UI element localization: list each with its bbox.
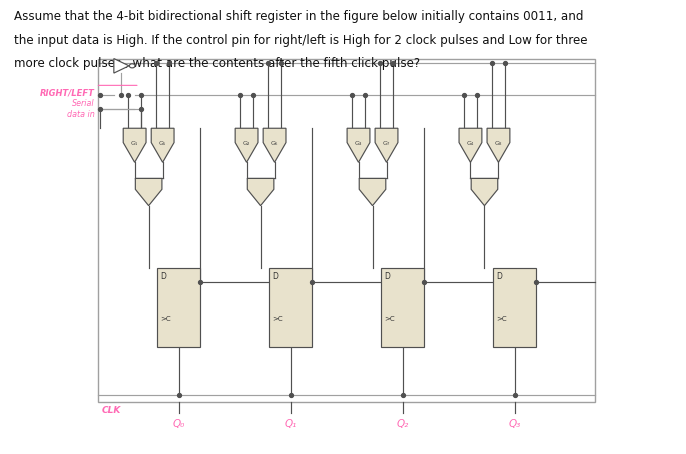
Text: Q₁: Q₁ <box>285 419 297 429</box>
Polygon shape <box>151 128 174 162</box>
Polygon shape <box>347 128 370 162</box>
Text: D: D <box>497 272 502 281</box>
Circle shape <box>130 64 135 68</box>
Text: CLK: CLK <box>102 406 121 415</box>
Text: Q₂: Q₂ <box>397 419 409 429</box>
Text: G₆: G₆ <box>271 141 279 146</box>
Text: G₃: G₃ <box>355 141 362 146</box>
Text: RIGHT/LEFT: RIGHT/LEFT <box>40 89 95 98</box>
Polygon shape <box>375 128 398 162</box>
Text: D: D <box>161 272 167 281</box>
Text: the input data is High. If the control pin for right/left is High for 2 clock pu: the input data is High. If the control p… <box>14 34 587 47</box>
Text: G₅: G₅ <box>159 141 166 146</box>
Text: >C: >C <box>160 316 171 322</box>
Text: G₁: G₁ <box>131 141 139 146</box>
Text: Serial
data in: Serial data in <box>67 99 95 118</box>
Bar <box>493 268 536 347</box>
Text: Q₀: Q₀ <box>173 419 185 429</box>
Polygon shape <box>135 178 162 206</box>
Text: D: D <box>272 272 279 281</box>
Text: >C: >C <box>272 316 283 322</box>
Polygon shape <box>114 59 129 73</box>
Bar <box>158 268 200 347</box>
Bar <box>98 59 595 402</box>
Text: >C: >C <box>496 316 506 322</box>
Polygon shape <box>247 178 274 206</box>
Polygon shape <box>359 178 386 206</box>
Bar <box>381 268 425 347</box>
Polygon shape <box>471 178 498 206</box>
Polygon shape <box>487 128 510 162</box>
Text: G₄: G₄ <box>466 141 474 146</box>
Text: Assume that the 4-bit bidirectional shift register in the figure below initially: Assume that the 4-bit bidirectional shif… <box>14 10 583 23</box>
Text: G₈: G₈ <box>495 141 502 146</box>
Polygon shape <box>263 128 286 162</box>
Text: >C: >C <box>384 316 394 322</box>
Text: G₇: G₇ <box>383 141 390 146</box>
Text: Q₃: Q₃ <box>509 419 521 429</box>
Text: G₂: G₂ <box>243 141 250 146</box>
Polygon shape <box>459 128 482 162</box>
Bar <box>270 268 312 347</box>
Text: D: D <box>385 272 390 281</box>
Text: more clock pulses , what are the contents after the fifth click pulse?: more clock pulses , what are the content… <box>14 57 420 70</box>
Polygon shape <box>235 128 258 162</box>
Polygon shape <box>123 128 146 162</box>
